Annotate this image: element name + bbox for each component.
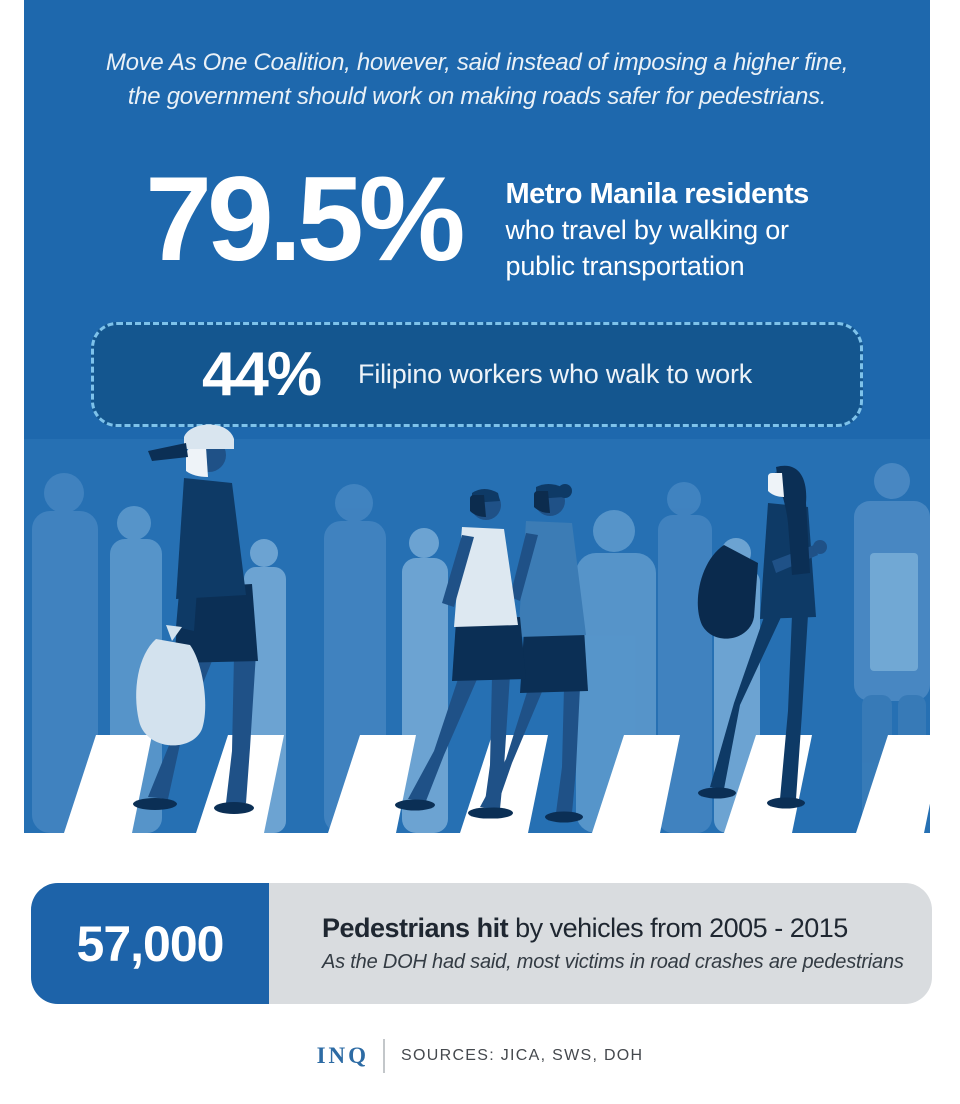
stat-hit-headline: Pedestrians hit by vehicles from 2005 - … xyxy=(322,913,932,944)
main-blue-panel: Move As One Coalition, however, said ins… xyxy=(24,0,930,833)
stat-walking-desc-2: public transportation xyxy=(505,251,745,281)
footer-divider xyxy=(383,1039,386,1073)
pedestrian-women-pair-silhouette xyxy=(395,484,588,823)
stat-hit-text: Pedestrians hit by vehicles from 2005 - … xyxy=(269,883,932,1004)
stat-walk-to-work-label: Filipino workers who walk to work xyxy=(358,359,753,389)
stat-hit-value-chip: 57,000 xyxy=(31,883,269,1004)
stat-walking: 79.5% Metro Manila residents who travel … xyxy=(24,158,930,284)
intro-line-1: Move As One Coalition, however, said ins… xyxy=(105,49,849,76)
stat-walking-title: Metro Manila residents xyxy=(505,178,810,210)
stat-pedestrians-hit-bar: 57,000 Pedestrians hit by vehicles from … xyxy=(31,883,932,1004)
pedestrian-man-silhouette xyxy=(133,424,258,814)
stat-hit-note: As the DOH had said, most victims in roa… xyxy=(322,951,904,974)
sources-text: SOURCES: JICA, SWS, DOH xyxy=(401,1047,644,1064)
footer: INQ SOURCES: JICA, SWS, DOH xyxy=(0,1032,960,1080)
inq-logo: INQ xyxy=(316,1043,370,1068)
stat-hit-headline-bold: Pedestrians hit xyxy=(322,912,509,943)
stat-walk-to-work-box: 44% Filipino workers who walk to work xyxy=(91,322,863,427)
stat-walk-to-work-value: 44% xyxy=(201,340,322,409)
stat-walking-desc-1: who travel by walking or xyxy=(505,215,790,245)
stat-walking-text: Metro Manila residents who travel by wal… xyxy=(505,176,810,284)
pedestrian-woman-backpack-silhouette xyxy=(697,465,827,809)
stat-hit-value: 57,000 xyxy=(76,915,225,972)
stat-walking-value: 79.5% xyxy=(145,152,465,286)
intro-line-2: the government should work on making roa… xyxy=(127,83,827,110)
intro-quote: Move As One Coalition, however, said ins… xyxy=(24,46,930,114)
crosswalk-photo-svg xyxy=(24,424,930,833)
stat-hit-headline-rest: by vehicles from 2005 - 2015 xyxy=(508,912,848,943)
crosswalk-photo-illustration xyxy=(24,403,930,833)
